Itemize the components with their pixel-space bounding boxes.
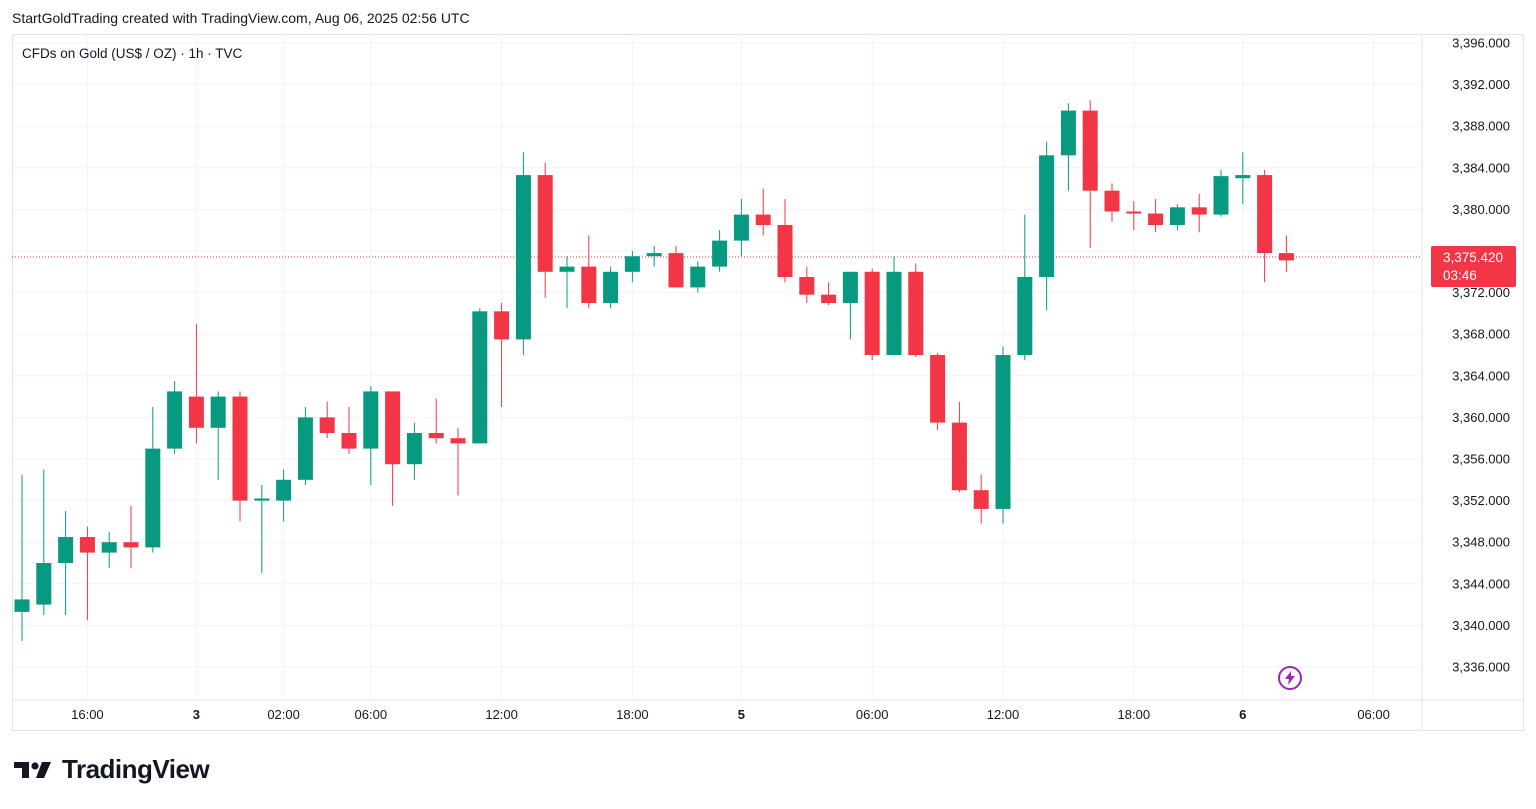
symbol-title[interactable]: CFDs on Gold (US$ / OZ) · 1h · TVC (22, 46, 243, 61)
candle-down (864, 271, 880, 355)
candle-down (581, 266, 597, 303)
y-tick-label: 3,356.000 (1452, 452, 1510, 467)
candle-up (167, 391, 183, 449)
candle-down (537, 175, 553, 272)
brand-wordmark: TradingView (62, 754, 210, 784)
candle-down (428, 433, 444, 439)
candle-down (188, 396, 204, 428)
y-tick-label: 3,344.000 (1452, 576, 1510, 591)
candle-up (1235, 175, 1251, 179)
candle-down (232, 396, 248, 501)
tradingview-logo[interactable]: TradingView (14, 754, 210, 785)
bar-countdown: 03:46 (1443, 268, 1477, 283)
candle-up (101, 542, 117, 553)
candle-up (603, 271, 619, 303)
candle-down (341, 433, 357, 449)
x-tick-label: 18:00 (1118, 707, 1151, 722)
x-tick-label: 12:00 (987, 707, 1020, 722)
candle-down (951, 422, 967, 491)
candle-up (646, 253, 662, 257)
candle-down (319, 417, 335, 433)
candle-up (995, 355, 1011, 509)
y-tick-label: 3,340.000 (1452, 618, 1510, 633)
candle-up (559, 266, 575, 272)
candle-down (973, 490, 989, 509)
x-tick-label: 02:00 (267, 707, 300, 722)
x-tick-label: 5 (738, 707, 745, 722)
y-tick-label: 3,368.000 (1452, 327, 1510, 342)
candle-up (515, 175, 531, 340)
candle-down (123, 542, 139, 548)
candle-down (821, 294, 837, 303)
candle-up (14, 599, 30, 612)
candle-up (690, 266, 706, 288)
candle-down (1257, 175, 1273, 254)
candle-up (1213, 176, 1229, 215)
chart-frame (12, 34, 1524, 731)
y-tick-label: 3,392.000 (1452, 77, 1510, 92)
candle-up (733, 214, 749, 241)
candle-up (297, 417, 313, 480)
y-tick-label: 3,372.000 (1452, 285, 1510, 300)
x-tick-label: 18:00 (616, 707, 649, 722)
x-tick-label: 16:00 (71, 707, 104, 722)
candle-down (79, 537, 95, 553)
x-tick-label: 3 (193, 707, 200, 722)
candle-down (1191, 207, 1207, 215)
y-tick-label: 3,396.000 (1452, 36, 1510, 51)
candle-down (930, 355, 946, 423)
y-tick-label: 3,348.000 (1452, 535, 1510, 550)
candle-down (450, 438, 466, 444)
candle-up (624, 256, 640, 272)
last-price-value: 3,375.420 (1443, 250, 1504, 265)
candle-down (1126, 211, 1142, 214)
tradingview-logo-icon (14, 761, 51, 778)
candle-down (1148, 213, 1164, 225)
candle-up (1060, 110, 1076, 156)
candle-up (886, 271, 902, 355)
candle-down (799, 277, 815, 295)
candle-down (1104, 190, 1120, 212)
lightning-glyph (1285, 671, 1295, 685)
candle-down (385, 391, 401, 465)
candle-down (755, 214, 771, 225)
y-tick-label: 3,384.000 (1452, 160, 1510, 175)
x-tick-label: 06:00 (1357, 707, 1390, 722)
chart-credit: StartGoldTrading created with TradingVie… (12, 10, 470, 26)
candle-down (1278, 253, 1294, 261)
candle-up (842, 271, 858, 303)
candle-up (1017, 277, 1033, 355)
candle-down (777, 225, 793, 277)
candle-up (145, 448, 161, 548)
y-tick-label: 3,336.000 (1452, 660, 1510, 675)
candle-up (36, 563, 52, 605)
x-tick-label: 12:00 (485, 707, 518, 722)
x-tick-label: 6 (1239, 707, 1246, 722)
candle-up (1039, 155, 1055, 277)
candle-up (712, 240, 728, 267)
candle-up (58, 537, 74, 563)
x-tick-label: 06:00 (355, 707, 388, 722)
candle-down (494, 311, 510, 340)
y-tick-label: 3,360.000 (1452, 410, 1510, 425)
x-tick-label: 06:00 (856, 707, 889, 722)
y-tick-label: 3,380.000 (1452, 202, 1510, 217)
last-price-tag: 3,375.420 03:46 (1431, 246, 1516, 287)
candle-up (363, 391, 379, 449)
candle-up (276, 479, 292, 501)
candle-down (908, 271, 924, 355)
candle-up (406, 433, 422, 465)
candle-up (472, 311, 488, 444)
candle-up (1169, 207, 1185, 225)
candle-up (254, 498, 270, 501)
lightning-icon[interactable] (1278, 666, 1302, 690)
y-tick-label: 3,352.000 (1452, 493, 1510, 508)
y-tick-label: 3,388.000 (1452, 119, 1510, 134)
candle-down (668, 253, 684, 288)
y-tick-label: 3,364.000 (1452, 368, 1510, 383)
candle-up (210, 396, 226, 428)
candle-down (1082, 110, 1098, 191)
